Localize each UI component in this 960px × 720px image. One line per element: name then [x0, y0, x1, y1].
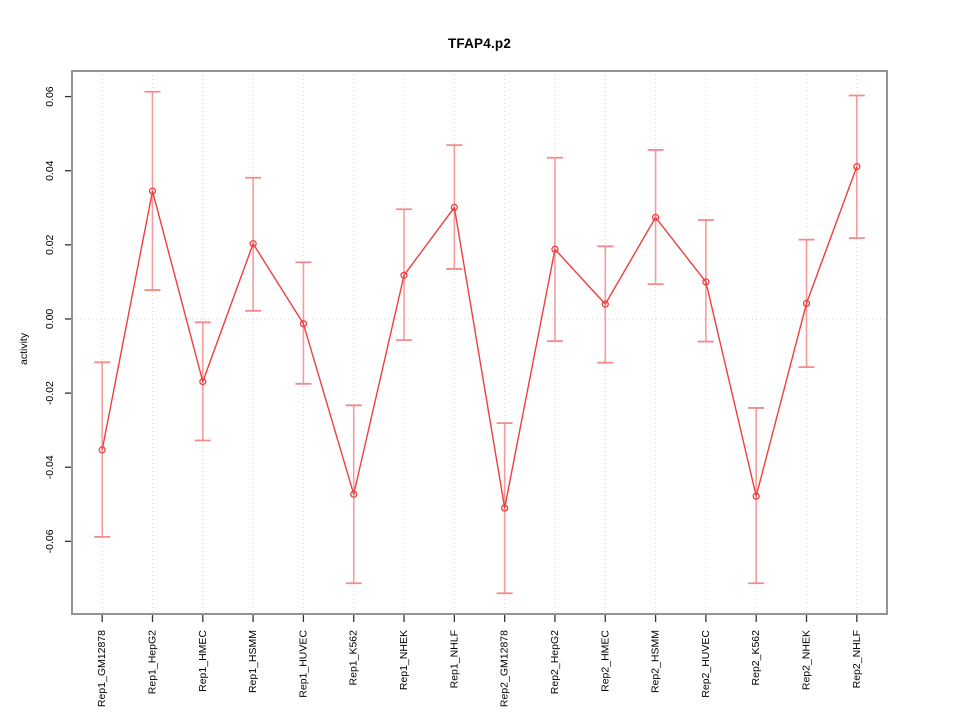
x-tick-label: Rep2_HUVEC [700, 630, 712, 698]
y-tick-label: 0.00 [44, 309, 56, 330]
x-tick-label: Rep1_NHEK [398, 630, 410, 690]
data-point [651, 213, 660, 222]
y-tick-label: -0.04 [44, 455, 56, 479]
y-tick-label: 0.04 [44, 160, 56, 181]
data-point [98, 446, 106, 454]
x-tick-label: Rep2_GM12878 [499, 630, 511, 707]
x-tick-label: Rep1_HSMM [247, 630, 259, 693]
x-tick-label: Rep2_HMEC [599, 630, 611, 692]
plot-frame [71, 70, 888, 615]
x-tick-label: Rep1_HMEC [197, 630, 209, 692]
data-point [501, 504, 509, 512]
data-point [853, 162, 861, 171]
x-tick-label: Rep2_NHLF [851, 630, 863, 688]
x-tick-label: Rep1_HUVEC [297, 630, 309, 698]
data-point [802, 299, 811, 308]
data-point [148, 187, 157, 195]
x-tick-label: Rep2_HepG2 [549, 630, 561, 694]
x-tick-label: Rep2_NHEK [801, 630, 813, 690]
y-tick-label: 0.02 [44, 234, 56, 255]
data-point [299, 320, 308, 328]
x-tick-label: Rep2_HSMM [650, 630, 662, 693]
data-point [199, 377, 207, 386]
x-tick-label: Rep1_GM12878 [96, 630, 108, 707]
data-point [752, 492, 760, 500]
chart-title: TFAP4.p2 [447, 36, 512, 51]
x-tick-label: Rep2_K562 [750, 630, 762, 686]
data-point [249, 240, 257, 248]
y-tick-label: 0.06 [44, 86, 56, 107]
data-point [350, 490, 358, 498]
x-tick-label: Rep1_NHLF [448, 630, 460, 688]
data-point [702, 278, 710, 286]
y-tick-label: -0.02 [44, 381, 56, 405]
data-point [601, 300, 609, 308]
series-line [101, 166, 858, 509]
data-point [400, 271, 408, 279]
x-tick-label: Rep1_HepG2 [146, 630, 158, 694]
x-tick-label: Rep1_K562 [348, 630, 360, 686]
y-tick-label: -0.06 [44, 529, 56, 553]
data-point [551, 245, 559, 253]
data-point [450, 203, 458, 212]
